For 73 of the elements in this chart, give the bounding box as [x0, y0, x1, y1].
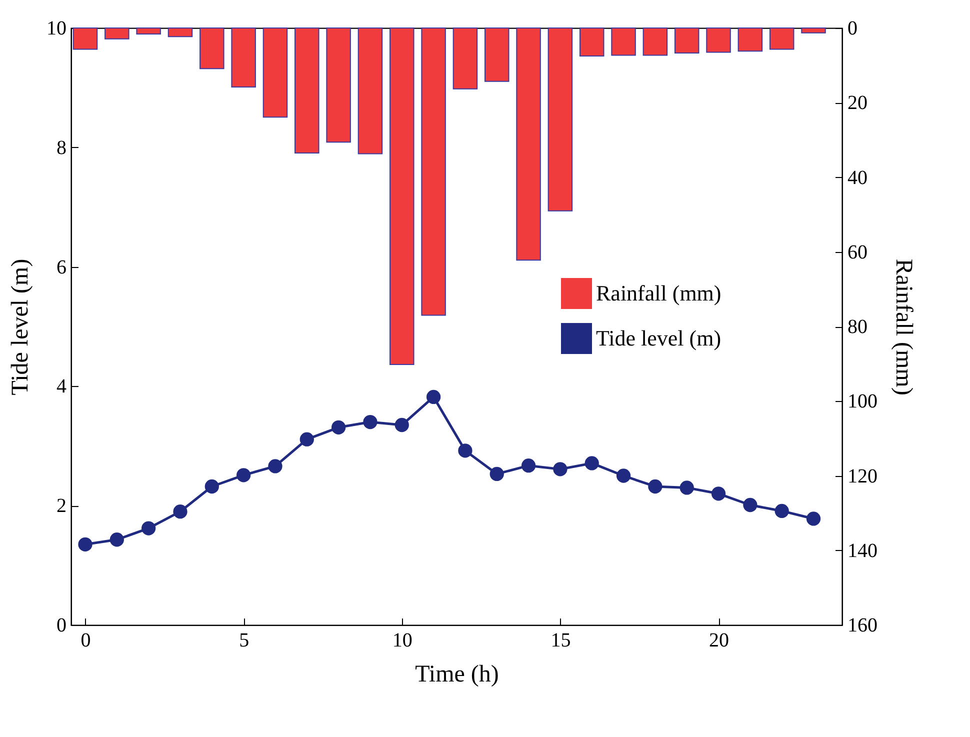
point: [553, 462, 568, 476]
point: [711, 486, 726, 501]
y2-tick-label: 20: [848, 92, 868, 114]
bar: [769, 28, 794, 50]
y2-tick-label: 0: [848, 18, 858, 40]
point: [268, 459, 282, 474]
point: [648, 479, 662, 494]
point: [426, 390, 441, 404]
y2-tick-label: 160: [848, 614, 878, 636]
y2-tick-label: 80: [848, 316, 868, 338]
y2-tick-label: 60: [848, 241, 868, 264]
y2-tick-label: 100: [848, 390, 878, 413]
point: [743, 498, 758, 512]
bar: [801, 28, 826, 34]
bar: [200, 28, 224, 70]
point: [142, 521, 156, 536]
bar: [738, 28, 763, 52]
bar: [136, 28, 161, 34]
bar: [104, 28, 130, 40]
point: [521, 458, 536, 473]
point: [110, 532, 124, 547]
y2-tick-label: 120: [848, 465, 878, 488]
bar: [72, 28, 98, 50]
bar: [611, 28, 636, 56]
bar: [579, 28, 604, 56]
x-tick-label: 10: [392, 630, 412, 652]
point: [458, 444, 472, 458]
bar: [168, 28, 193, 38]
point: [331, 420, 346, 434]
bar: [294, 28, 320, 154]
y-tick-label: 8: [56, 136, 66, 159]
point: [300, 432, 314, 446]
bar: [674, 28, 700, 54]
y-tick-label: 4: [56, 376, 66, 398]
point: [806, 512, 821, 526]
y-tick-label: 10: [46, 18, 66, 40]
bar: [706, 28, 731, 53]
legend-label: Tide level (m): [596, 326, 722, 350]
y-tick-label: 0: [56, 614, 66, 636]
bar: [452, 28, 478, 90]
bar: [326, 28, 351, 143]
point: [236, 468, 251, 482]
point: [78, 537, 92, 552]
legend-label: Rainfall (mm): [596, 280, 722, 306]
y-tick-label: 6: [56, 256, 66, 278]
point: [774, 504, 789, 518]
point: [584, 456, 599, 470]
point: [616, 468, 631, 483]
bar: [358, 28, 383, 154]
x-tick-label: 0: [80, 630, 91, 652]
point: [680, 480, 694, 495]
bar: [421, 28, 446, 316]
bar: [231, 28, 256, 88]
point: [490, 466, 504, 482]
x-tick-label: 5: [239, 630, 250, 652]
y2-tick-label: 40: [848, 166, 868, 189]
point: [204, 479, 219, 494]
x-tick-label: 15: [550, 630, 571, 652]
point: [173, 504, 188, 519]
y-axis-title: Tide level (m): [8, 258, 34, 396]
y2-axis-title: Rainfall (mm): [890, 258, 916, 396]
bar: [262, 28, 288, 118]
bar: [390, 28, 414, 366]
bar: [548, 28, 573, 212]
point: [363, 414, 378, 430]
x-axis-title: Time (h): [415, 662, 499, 688]
point: [394, 418, 409, 432]
y2-tick-label: 140: [848, 540, 878, 562]
x-tick-label: 20: [709, 630, 730, 652]
bar: [516, 28, 541, 261]
bar: [484, 28, 510, 82]
y-tick-label: 2: [56, 495, 66, 518]
bar: [642, 28, 668, 56]
